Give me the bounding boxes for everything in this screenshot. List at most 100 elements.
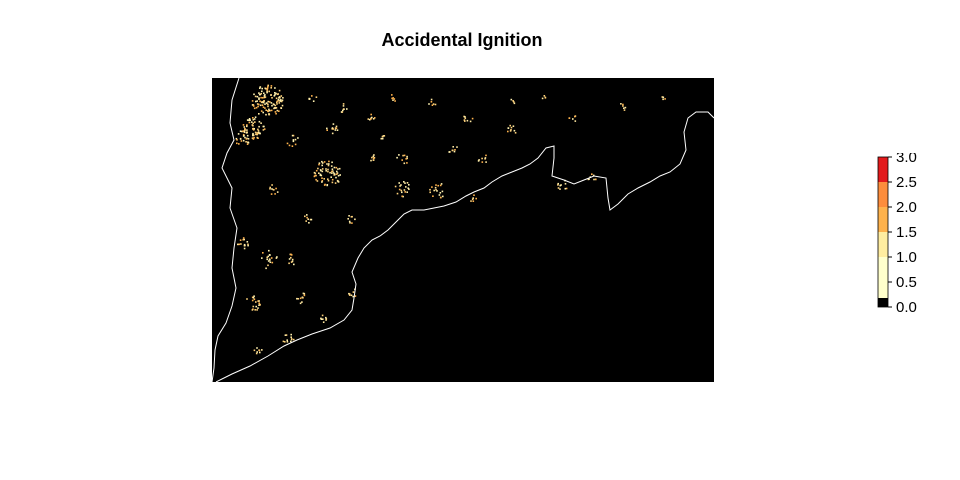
ignition-cell xyxy=(434,103,437,106)
ignition-cell xyxy=(253,128,255,130)
ignition-cell xyxy=(252,127,255,130)
ignition-cell xyxy=(262,101,265,104)
ignition-cell xyxy=(257,307,259,309)
ignition-cell xyxy=(276,191,279,193)
ignition-cell xyxy=(313,171,316,174)
ignition-cell xyxy=(258,300,260,302)
ignition-cell xyxy=(268,113,271,116)
ignition-cell xyxy=(273,107,275,110)
ignition-cell xyxy=(274,93,276,96)
ignition-cell xyxy=(403,154,406,157)
ignition-cell xyxy=(269,259,271,261)
ignition-cell xyxy=(266,88,269,90)
ignition-cell xyxy=(510,126,513,129)
ignition-cell xyxy=(259,132,261,135)
ignition-cell xyxy=(370,159,372,162)
ignition-cell xyxy=(288,258,291,260)
ignition-cell xyxy=(340,111,343,113)
ignition-cell xyxy=(265,102,268,104)
ignition-cell xyxy=(276,101,278,103)
ignition-cell xyxy=(240,140,243,142)
ignition-cell xyxy=(246,298,248,300)
ignition-cell xyxy=(408,184,410,186)
ignition-cell xyxy=(258,120,261,123)
ignition-cell xyxy=(351,215,353,218)
ignition-cell xyxy=(252,134,254,137)
ignition-cell xyxy=(253,349,256,352)
ignition-cell xyxy=(401,191,403,194)
ignition-cell xyxy=(306,214,308,216)
ignition-cell xyxy=(266,258,268,261)
ignition-cell xyxy=(263,95,266,97)
ignition-cell xyxy=(275,187,277,190)
ignition-cell xyxy=(262,97,264,99)
ignition-cell xyxy=(274,111,277,113)
ignition-cell xyxy=(326,127,328,130)
ignition-cell xyxy=(267,84,269,87)
ignition-cell xyxy=(262,129,265,131)
ignition-cell xyxy=(373,117,376,119)
ignition-cell xyxy=(349,222,351,224)
ignition-cell xyxy=(662,96,665,99)
ignition-cell xyxy=(509,130,512,132)
ignition-cell xyxy=(429,191,431,194)
ignition-cell xyxy=(266,87,269,89)
ignition-cell xyxy=(263,128,266,130)
ignition-cell xyxy=(277,99,280,101)
ignition-cell xyxy=(320,174,323,177)
ignition-cell xyxy=(429,188,431,191)
ignition-cell xyxy=(438,194,441,196)
ignition-cell xyxy=(274,87,276,89)
ignition-cell xyxy=(275,97,278,100)
ignition-cell xyxy=(268,109,271,112)
ignition-cell xyxy=(622,103,624,106)
ignition-cell xyxy=(398,188,401,191)
ignition-cell xyxy=(271,97,273,99)
ignition-cell xyxy=(258,97,260,99)
ignition-cell xyxy=(269,254,271,256)
ignition-cell xyxy=(325,318,328,320)
ignition-cell xyxy=(354,295,357,297)
ignition-cell xyxy=(452,146,454,148)
ignition-cell xyxy=(334,182,337,184)
legend-bin xyxy=(878,257,888,298)
ignition-cell xyxy=(330,165,333,167)
ignition-cell xyxy=(265,109,267,111)
ignition-cell xyxy=(373,157,375,160)
ignition-cell xyxy=(301,301,303,303)
raster-map xyxy=(212,78,714,382)
ignition-cell xyxy=(274,193,276,195)
ignition-cell xyxy=(242,133,245,136)
ignition-cell xyxy=(442,195,444,198)
ignition-cell xyxy=(544,96,547,99)
ignition-cell xyxy=(267,264,269,267)
ignition-cell xyxy=(252,296,255,299)
ignition-cell xyxy=(440,183,443,185)
ignition-cell xyxy=(267,103,269,106)
ignition-cell xyxy=(267,255,270,258)
ignition-cell xyxy=(620,103,622,105)
ignition-cell xyxy=(246,124,248,126)
ignition-cell xyxy=(405,158,407,160)
ignition-cell xyxy=(250,121,253,123)
coastline xyxy=(212,78,240,382)
ignition-cell xyxy=(278,97,280,99)
ignition-cell xyxy=(291,260,294,263)
legend-bin xyxy=(878,182,888,207)
ignition-cell xyxy=(252,124,254,127)
ignition-cell xyxy=(331,172,333,174)
ignition-cell xyxy=(464,120,466,122)
ignition-cell xyxy=(280,107,283,109)
ignition-cell xyxy=(321,314,324,317)
ignition-cell xyxy=(275,112,277,115)
ignition-cell xyxy=(346,108,348,110)
ignition-cell xyxy=(252,133,254,136)
ignition-cell xyxy=(310,218,313,221)
ignition-cell xyxy=(259,351,261,354)
ignition-cell xyxy=(507,127,510,129)
legend-bin xyxy=(878,207,888,232)
ignition-cell xyxy=(481,157,483,160)
ignition-cell xyxy=(327,170,329,173)
ignition-cell xyxy=(402,154,404,157)
ignition-cell xyxy=(509,124,511,127)
